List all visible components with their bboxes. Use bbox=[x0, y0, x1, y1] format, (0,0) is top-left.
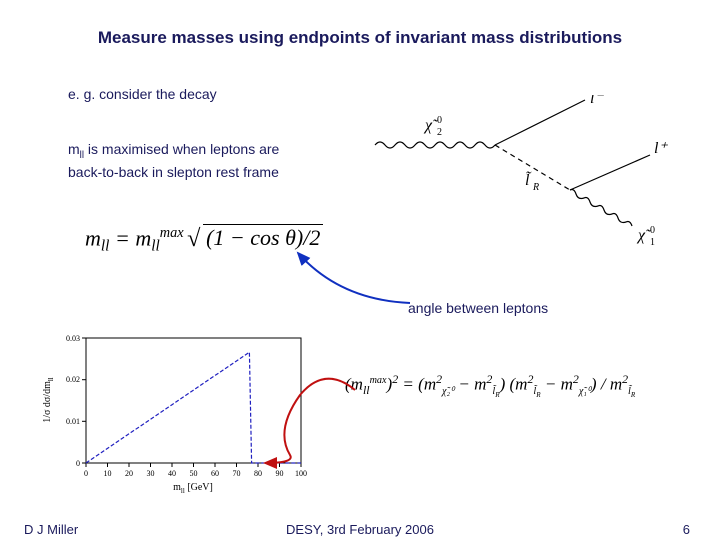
feynman-diagram: χ̃ 2 0 l⁻ l̃ R l⁺ χ̃ 1 0 bbox=[370, 95, 680, 245]
eg-text: e. g. consider the decay bbox=[68, 86, 217, 102]
svg-text:0: 0 bbox=[76, 459, 80, 468]
svg-text:90: 90 bbox=[276, 469, 284, 478]
mll-text: mll is maximised when leptons are back-t… bbox=[68, 140, 279, 181]
svg-text:70: 70 bbox=[233, 469, 241, 478]
footer-venue: DESY, 3rd February 2006 bbox=[0, 522, 720, 537]
angle-label: angle between leptons bbox=[408, 300, 548, 316]
slide-title: Measure masses using endpoints of invari… bbox=[0, 28, 720, 48]
svg-text:0: 0 bbox=[650, 225, 655, 236]
svg-text:R: R bbox=[532, 182, 539, 193]
svg-text:40: 40 bbox=[168, 469, 176, 478]
svg-text:2: 2 bbox=[437, 127, 442, 138]
formula-mll: mll = mllmax √ (1 − cos θ)/2 bbox=[85, 225, 323, 256]
svg-text:l̃: l̃ bbox=[525, 171, 532, 189]
svg-text:30: 30 bbox=[147, 469, 155, 478]
svg-text:0.03: 0.03 bbox=[66, 334, 80, 343]
formula-mllmax-sq: (mllmax)2 = (m2χ̃₂⁰ − m2l̃R) (m2l̃R − m2… bbox=[345, 372, 635, 399]
svg-text:0.01: 0.01 bbox=[66, 417, 80, 426]
svg-text:l⁻: l⁻ bbox=[590, 95, 604, 107]
svg-text:80: 80 bbox=[254, 469, 262, 478]
svg-text:0: 0 bbox=[437, 115, 442, 126]
page-number: 6 bbox=[683, 522, 690, 537]
mll-distribution-plot: 0 10 20 30 40 50 60 70 80 90 100 0 0.01 … bbox=[38, 330, 323, 495]
svg-text:1/σ dσ/dmll: 1/σ dσ/dmll bbox=[42, 377, 55, 423]
svg-text:1: 1 bbox=[650, 237, 655, 245]
svg-text:60: 60 bbox=[211, 469, 219, 478]
svg-text:mll [GeV]: mll [GeV] bbox=[173, 482, 213, 495]
svg-text:10: 10 bbox=[104, 469, 112, 478]
svg-text:l⁺: l⁺ bbox=[654, 140, 668, 157]
svg-text:100: 100 bbox=[295, 469, 307, 478]
svg-text:0.02: 0.02 bbox=[66, 375, 80, 384]
svg-text:20: 20 bbox=[125, 469, 133, 478]
svg-text:0: 0 bbox=[84, 469, 88, 478]
svg-text:50: 50 bbox=[190, 469, 198, 478]
